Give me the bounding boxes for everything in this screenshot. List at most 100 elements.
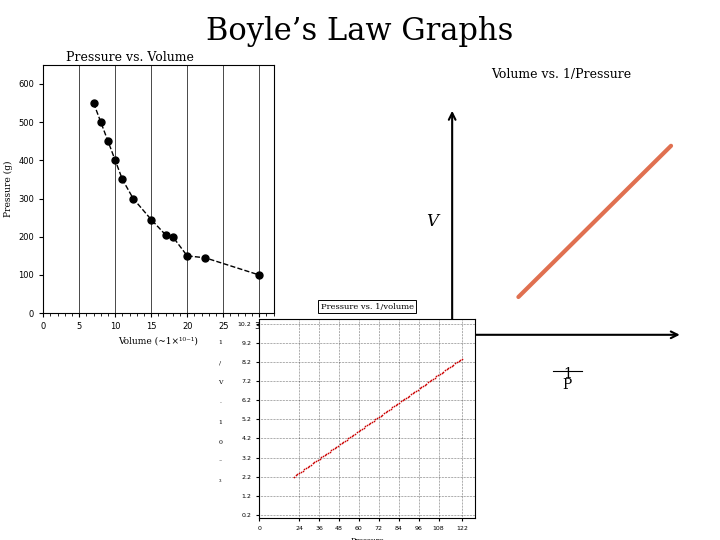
Point (414, 384, 426, 393)
Point (419, 381, 431, 389)
Text: 1: 1 (563, 367, 572, 381)
Point (366, 417, 378, 426)
Point (392, 400, 403, 408)
Point (448, 360, 459, 369)
Y-axis label: Pressure (g): Pressure (g) (4, 161, 13, 217)
Text: Volume vs. 1/Pressure: Volume vs. 1/Pressure (492, 68, 631, 81)
Point (454, 355, 466, 364)
Point (346, 431, 358, 440)
Point (377, 410, 388, 419)
Point (426, 376, 437, 384)
Point (453, 356, 464, 365)
Text: /: / (220, 360, 221, 365)
Point (341, 435, 352, 444)
Point (431, 372, 442, 381)
Point (443, 364, 454, 373)
Point (364, 418, 376, 427)
Point (294, 469, 305, 477)
Point (325, 446, 337, 455)
Point (375, 411, 387, 420)
Point (344, 433, 356, 442)
Point (420, 379, 432, 388)
Point (409, 388, 420, 396)
Point (329, 444, 341, 453)
Point (415, 383, 427, 391)
Point (387, 403, 398, 411)
Point (358, 423, 369, 432)
Point (330, 442, 342, 451)
Point (324, 447, 336, 456)
Point (378, 409, 390, 418)
Point (397, 396, 408, 404)
Point (441, 365, 452, 374)
Text: Boyle’s Law Graphs: Boyle’s Law Graphs (207, 16, 513, 47)
Point (312, 456, 323, 464)
Point (412, 385, 423, 394)
Point (336, 439, 347, 448)
Text: 0: 0 (218, 440, 222, 445)
X-axis label: Pressure: Pressure (351, 537, 384, 540)
Point (390, 401, 402, 409)
Point (449, 359, 461, 368)
Point (304, 462, 315, 470)
Point (348, 430, 359, 439)
Point (353, 427, 364, 436)
Point (356, 424, 368, 433)
Point (297, 466, 308, 475)
Text: ·: · (220, 400, 221, 405)
Point (393, 399, 405, 407)
Point (456, 354, 468, 363)
Point (368, 416, 379, 425)
Point (290, 471, 302, 480)
Point (328, 445, 339, 454)
Point (314, 454, 325, 463)
Point (323, 448, 334, 457)
Point (373, 413, 384, 421)
Point (349, 429, 361, 438)
Point (404, 391, 415, 400)
Point (288, 472, 300, 481)
Point (451, 358, 462, 367)
Point (299, 465, 310, 474)
Point (319, 451, 330, 460)
Point (343, 434, 354, 443)
Point (320, 450, 332, 458)
Point (405, 390, 417, 399)
Point (400, 394, 412, 402)
Point (317, 452, 328, 461)
X-axis label: Volume (~1×¹⁰⁻¹): Volume (~1×¹⁰⁻¹) (119, 337, 198, 346)
Point (338, 437, 349, 446)
Point (388, 402, 400, 410)
Point (422, 378, 433, 387)
Point (417, 382, 428, 390)
Point (444, 362, 456, 371)
Text: P: P (563, 378, 572, 392)
Point (395, 397, 407, 406)
Point (307, 459, 318, 468)
Point (433, 371, 444, 380)
Point (292, 470, 303, 478)
Point (339, 436, 351, 445)
Text: ⁻: ⁻ (219, 460, 222, 465)
Text: 1: 1 (218, 420, 222, 425)
Point (398, 395, 410, 403)
Point (372, 414, 383, 422)
Point (305, 460, 317, 469)
Point (359, 422, 371, 431)
Point (438, 367, 449, 376)
Point (369, 415, 381, 424)
Text: ³: ³ (219, 480, 222, 485)
Point (383, 406, 395, 414)
Point (434, 370, 446, 379)
Point (295, 468, 307, 476)
Point (333, 441, 344, 450)
Text: V: V (426, 213, 438, 230)
Point (439, 366, 451, 375)
Point (436, 368, 447, 377)
Point (334, 440, 346, 449)
Point (382, 407, 393, 415)
Point (363, 420, 374, 428)
Point (429, 373, 441, 382)
Text: Pressure vs. 1/volume: Pressure vs. 1/volume (320, 302, 414, 310)
Point (446, 361, 457, 370)
